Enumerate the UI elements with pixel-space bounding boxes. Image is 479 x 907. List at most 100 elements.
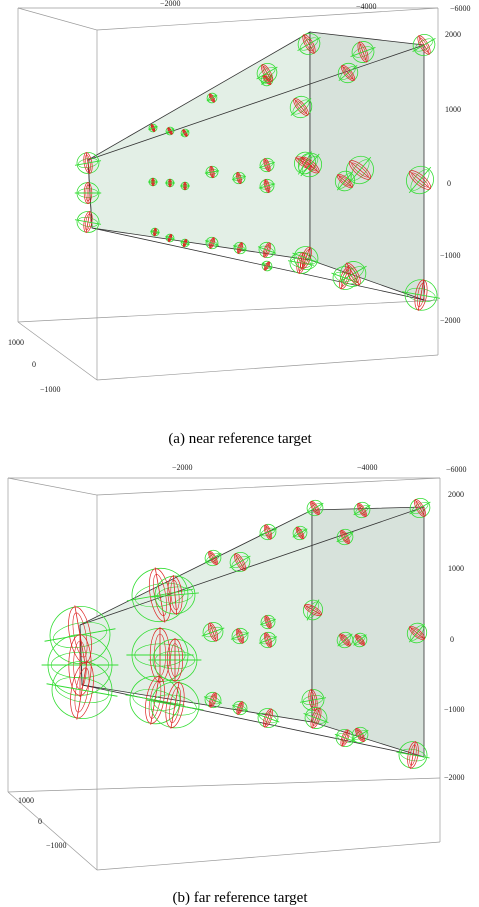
box-edge-back-left: [17, 7, 98, 380]
uncertainty-ellipse: [299, 689, 327, 711]
panel-b: −2000 −4000 −6000 2000 1000 0 −1000 −200…: [7, 463, 467, 906]
uncertainty-ellipse: [302, 599, 324, 621]
uncertainty-ellipse: [306, 499, 324, 517]
uncertainty-ellipse: [125, 675, 185, 725]
uncertainty-ellipse: [46, 660, 118, 720]
right-tick-label: −1000: [440, 251, 461, 260]
uncertainty-ellipse: [74, 182, 102, 204]
frustum-right-plane: [309, 31, 425, 301]
frustum-top-edge: [79, 506, 425, 626]
box-edge-front-bottom-left: [17, 321, 98, 381]
right-tick-label: −2000: [444, 773, 465, 782]
uncertainty-ellipse: [151, 575, 199, 615]
uncertainty-ellipse: [256, 708, 280, 728]
uncertainty-ellipse: [204, 549, 222, 567]
uncertainty-ellipse: [289, 95, 313, 119]
uncertainty-ellipse: [230, 627, 250, 645]
right-tick-label: −2000: [440, 316, 461, 325]
right-tick-label: 0: [447, 179, 451, 188]
left-tick-label: −1000: [40, 385, 61, 394]
uncertainty-ellipse: [206, 92, 218, 104]
uncertainty-ellipse: [74, 152, 102, 174]
uncertainty-ellipse: [231, 700, 249, 716]
left-tick-label: 0: [32, 360, 36, 369]
box-edge-back-bottom: [96, 841, 441, 871]
box-edge-floor: [7, 777, 441, 793]
right-tick-label: 2000: [448, 490, 464, 499]
left-tick-label: 1000: [8, 338, 24, 347]
uncertainty-ellipse: [406, 165, 434, 195]
uncertainty-ellipse: [256, 62, 278, 84]
top-tick-label: −4000: [356, 2, 377, 11]
uncertainty-ellipse: [258, 157, 276, 173]
uncertainty-ellipse: [231, 171, 247, 185]
uncertainty-ellipse: [74, 211, 102, 233]
box-edge-floor: [17, 299, 439, 323]
uncertainty-ellipse: [334, 728, 356, 748]
uncertainty-ellipse: [350, 41, 376, 63]
box-edge-back-top: [96, 7, 439, 31]
uncertainty-ellipse: [351, 726, 369, 744]
frustum-bottom-edge: [91, 227, 425, 301]
frustum-left-plane: [79, 509, 313, 723]
top-tick-label: −2000: [172, 463, 193, 472]
uncertainty-ellipse: [180, 181, 190, 191]
uncertainty-ellipse: [148, 123, 158, 133]
uncertainty-ellipse: [203, 691, 223, 709]
uncertainty-ellipse: [258, 631, 278, 649]
uncertainty-ellipse: [165, 126, 175, 136]
right-tick-label: 1000: [445, 105, 461, 114]
top-tick-label: −6000: [450, 4, 471, 13]
top-tick-label: −6000: [446, 465, 467, 474]
uncertainty-ellipse: [258, 178, 276, 194]
box-edge-back-bottom: [96, 354, 439, 381]
uncertainty-ellipse: [336, 528, 354, 546]
uncertainty-ellipse: [297, 152, 323, 178]
uncertainty-ellipse: [292, 525, 308, 541]
top-tick-label: −4000: [357, 463, 378, 472]
uncertainty-ellipse: [406, 622, 428, 644]
right-tick-label: −1000: [444, 705, 465, 714]
uncertainty-ellipse: [180, 238, 190, 248]
uncertainty-ellipse: [336, 631, 354, 649]
panel-b-caption: (b) far reference target: [172, 890, 308, 906]
right-tick-label: 0: [450, 635, 454, 644]
left-tick-label: 0: [38, 817, 42, 826]
box-edge-back-top: [96, 477, 441, 496]
uncertainty-ellipse: [297, 33, 321, 55]
bounding-box: [17, 7, 439, 381]
uncertainty-ellipse: [261, 260, 273, 272]
uncertainty-ellipses-b: [41, 497, 431, 769]
top-tick-label: −2000: [160, 0, 181, 8]
box-edge-front-bottom-left: [7, 791, 98, 871]
uncertainty-ellipse: [148, 177, 158, 187]
panel-a-caption: (a) near reference target: [168, 431, 312, 447]
right-tick-label: 2000: [445, 30, 461, 39]
uncertainty-ellipse: [146, 681, 204, 729]
uncertainty-ellipse: [346, 155, 374, 185]
uncertainty-ellipse: [396, 741, 430, 769]
panel-a: −2000 −4000 −6000 2000 1000 0 −1000 −200…: [8, 0, 471, 447]
uncertainty-ellipse: [204, 165, 220, 179]
uncertainty-ellipse: [257, 241, 277, 259]
uncertainty-ellipse: [409, 497, 431, 519]
uncertainty-ellipse: [126, 567, 194, 623]
uncertainty-ellipse: [201, 622, 225, 642]
uncertainty-ellipse: [352, 632, 368, 648]
uncertainty-ellipse: [258, 523, 278, 541]
uncertainty-ellipse: [412, 34, 436, 56]
uncertainty-ellipse: [334, 170, 356, 192]
left-tick-label: 1000: [18, 796, 34, 805]
uncertainty-ellipse: [148, 638, 202, 682]
bounding-box: [7, 477, 441, 871]
uncertainty-ellipse: [292, 246, 320, 270]
frustum-top-edge: [87, 44, 425, 161]
uncertainty-ellipse: [353, 501, 371, 519]
uncertainty-ellipse: [205, 236, 219, 250]
frustum-left-plane: [87, 31, 311, 261]
uncertainty-ellipse: [339, 261, 367, 287]
uncertainty-ellipse: [180, 128, 190, 138]
uncertainty-ellipses-a: [74, 33, 440, 311]
uncertainty-ellipse: [165, 178, 175, 188]
